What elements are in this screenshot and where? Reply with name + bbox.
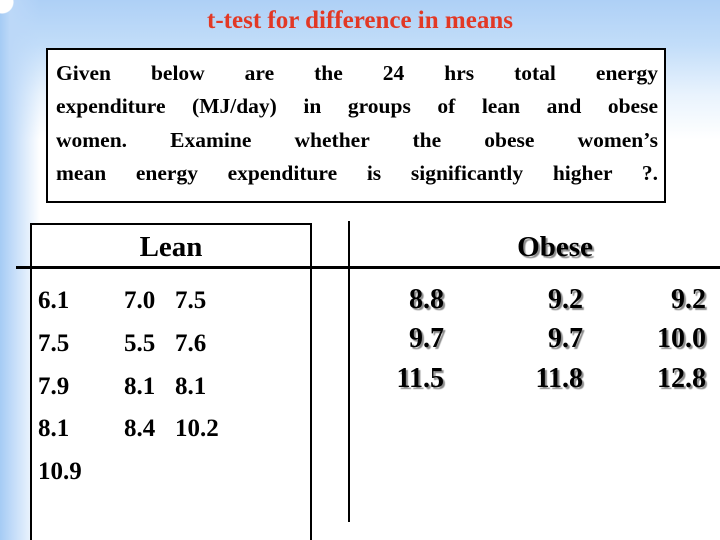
table-cell: 9.2	[671, 284, 706, 315]
table-cell: 8.4	[124, 415, 156, 443]
lean-row: 6.1 7.0 7.5	[38, 280, 304, 323]
table-cell: 7.5	[175, 287, 207, 314]
table-cell: 10.2	[175, 415, 219, 443]
table-cell	[124, 451, 175, 494]
lean-table-box	[30, 223, 312, 540]
table-cell: 5.5	[124, 329, 156, 357]
table-cell: 7.6	[175, 329, 207, 357]
lean-table-rows: 6.1 7.0 7.5 7.5 5.5 7.6 7.9 8.1 8.1 8.1 8.4 10.2 10.…	[38, 280, 304, 494]
problem-line: expenditure (MJ/day) in groups of lean a…	[56, 94, 658, 119]
table-cell: 7.5	[38, 329, 70, 357]
table-cell: 9.7	[548, 323, 583, 355]
table-cell: 11.8	[535, 362, 583, 394]
table-cell: 8.1	[124, 372, 156, 400]
table-cell: 7.9	[38, 372, 70, 400]
table-cell: 8.1	[38, 415, 70, 443]
table-cell: 9.7	[409, 323, 444, 355]
problem-statement-box: Given below are the 24 hrs total energy …	[46, 48, 666, 203]
problem-line: women. Examine whether the obese women’s	[56, 127, 658, 152]
lean-row: 8.1 8.4 10.2	[38, 408, 304, 451]
page-title: t-test for difference in means	[207, 7, 513, 34]
lean-row: 10.9	[38, 451, 304, 494]
table-cell: 8.1	[175, 372, 207, 400]
lean-row: 7.9 8.1 8.1	[38, 366, 304, 409]
table-cell	[175, 451, 245, 494]
column-divider-line	[348, 221, 350, 522]
table-cell: 10.9	[38, 458, 82, 486]
obese-row: 11.5 11.8 12.8	[360, 359, 706, 398]
obese-row: 9.7 9.7 10.0	[360, 319, 706, 358]
table-cell: 10.0	[657, 323, 706, 355]
obese-table-header: Obese	[517, 231, 593, 263]
problem-line: mean energy expenditure is significantly…	[56, 161, 658, 186]
table-cell: 9.2	[548, 284, 583, 315]
obese-table-rows: 8.8 9.2 9.2 9.7 9.7 10.0 11.5 11.8 12.8	[360, 280, 706, 398]
problem-line: Given below are the 24 hrs total energy	[56, 61, 658, 85]
table-cell: 11.5	[396, 362, 444, 394]
table-cell: 12.8	[657, 362, 706, 394]
header-underline-rule	[16, 266, 720, 269]
obese-row: 8.8 9.2 9.2	[360, 280, 706, 319]
table-cell: 6.1	[38, 287, 70, 314]
table-cell: 7.0	[124, 287, 156, 314]
table-cell: 8.8	[409, 284, 444, 315]
lean-table-header: Lean	[139, 231, 203, 263]
lean-row: 7.5 5.5 7.6	[38, 323, 304, 366]
